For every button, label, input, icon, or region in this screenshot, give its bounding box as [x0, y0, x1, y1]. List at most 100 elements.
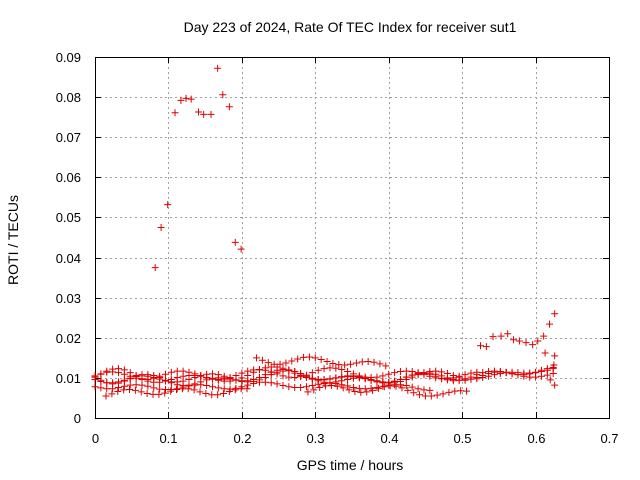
- data-point: [376, 360, 384, 368]
- data-point: [333, 382, 341, 390]
- data-point: [214, 371, 222, 379]
- data-point: [197, 381, 205, 389]
- data-point: [178, 385, 186, 393]
- data-point: [338, 365, 346, 373]
- data-point: [526, 370, 534, 378]
- data-point: [167, 368, 175, 376]
- data-point: [120, 386, 128, 394]
- x-tick-label: 0.7: [600, 431, 618, 446]
- data-point: [155, 390, 163, 398]
- y-tick-label: 0.08: [56, 90, 81, 105]
- data-point: [120, 376, 128, 384]
- data-point: [551, 381, 559, 389]
- data-point: [144, 382, 152, 390]
- data-point: [167, 387, 175, 395]
- data-point: [226, 374, 234, 382]
- x-tick-label: 0.6: [527, 431, 545, 446]
- data-point: [250, 375, 258, 383]
- data-point: [182, 94, 190, 102]
- data-point: [138, 372, 146, 380]
- data-point: [177, 96, 185, 104]
- data-point: [131, 386, 139, 394]
- data-point: [341, 361, 349, 369]
- x-tick-label: 0.3: [306, 431, 324, 446]
- data-point: [546, 376, 554, 384]
- data-point: [143, 390, 151, 398]
- data-point: [461, 375, 469, 383]
- data-point: [534, 337, 542, 345]
- data-point: [338, 381, 346, 389]
- data-point: [510, 336, 518, 344]
- data-point: [323, 357, 331, 365]
- data-point: [522, 339, 530, 347]
- data-point: [231, 238, 239, 246]
- x-axis-label: GPS time / hours: [297, 457, 404, 473]
- data-point: [207, 110, 215, 118]
- data-point: [382, 362, 390, 370]
- data-point: [327, 382, 335, 390]
- data-point: [253, 354, 261, 362]
- y-tick-label: 0.06: [56, 170, 81, 185]
- data-point: [426, 370, 434, 378]
- data-point: [173, 367, 181, 375]
- data-point: [195, 108, 203, 116]
- data-point: [361, 385, 369, 393]
- data-point: [261, 378, 269, 386]
- data-point: [103, 368, 111, 376]
- data-point: [541, 349, 549, 357]
- data-point: [304, 388, 312, 396]
- data-point: [326, 364, 334, 372]
- data-point: [551, 352, 559, 360]
- data-point: [551, 310, 559, 318]
- data-point: [317, 355, 325, 363]
- data-point: [270, 360, 278, 368]
- data-point: [322, 382, 330, 390]
- y-tick-label: 0.05: [56, 210, 81, 225]
- data-point: [496, 367, 504, 375]
- data-point: [438, 374, 446, 382]
- data-point: [267, 368, 275, 376]
- data-point: [273, 380, 281, 388]
- data-point: [173, 386, 181, 394]
- data-point: [380, 383, 388, 391]
- data-point: [203, 370, 211, 378]
- data-point: [490, 367, 498, 375]
- data-point: [261, 371, 269, 379]
- data-point: [103, 385, 111, 393]
- data-point: [126, 381, 134, 389]
- data-point: [302, 372, 310, 380]
- data-point: [108, 390, 116, 398]
- series-track-6: [102, 385, 251, 400]
- data-point: [243, 385, 251, 393]
- data-point: [250, 366, 258, 374]
- data-point: [329, 359, 337, 367]
- data-point: [482, 343, 490, 351]
- data-point: [314, 375, 322, 383]
- data-point: [439, 390, 447, 398]
- axes-ticks: 0 0.1 0.2 0.3 0.4 0.5 0.6 0.7 0 0.01 0.02 0.03 0.04 0…: [56, 50, 619, 446]
- data-point: [352, 359, 360, 367]
- data-point: [300, 353, 308, 361]
- data-point: [457, 387, 465, 395]
- data-point: [357, 388, 365, 396]
- data-point: [515, 337, 523, 345]
- data-point: [386, 382, 394, 390]
- data-point: [358, 358, 366, 366]
- data-point: [285, 383, 293, 391]
- series-track-5: [91, 363, 557, 387]
- data-point: [408, 383, 416, 391]
- data-point: [161, 377, 169, 385]
- data-point: [543, 365, 551, 373]
- series-track-7: [304, 382, 471, 400]
- data-point: [332, 364, 340, 372]
- data-point: [344, 382, 352, 390]
- data-point: [379, 379, 387, 387]
- data-point: [144, 372, 152, 380]
- data-point: [326, 375, 334, 383]
- data-point: [311, 354, 319, 362]
- data-point: [279, 365, 287, 373]
- data-point: [537, 366, 545, 374]
- data-point: [432, 372, 440, 380]
- data-point: [109, 385, 117, 393]
- data-point: [426, 386, 434, 394]
